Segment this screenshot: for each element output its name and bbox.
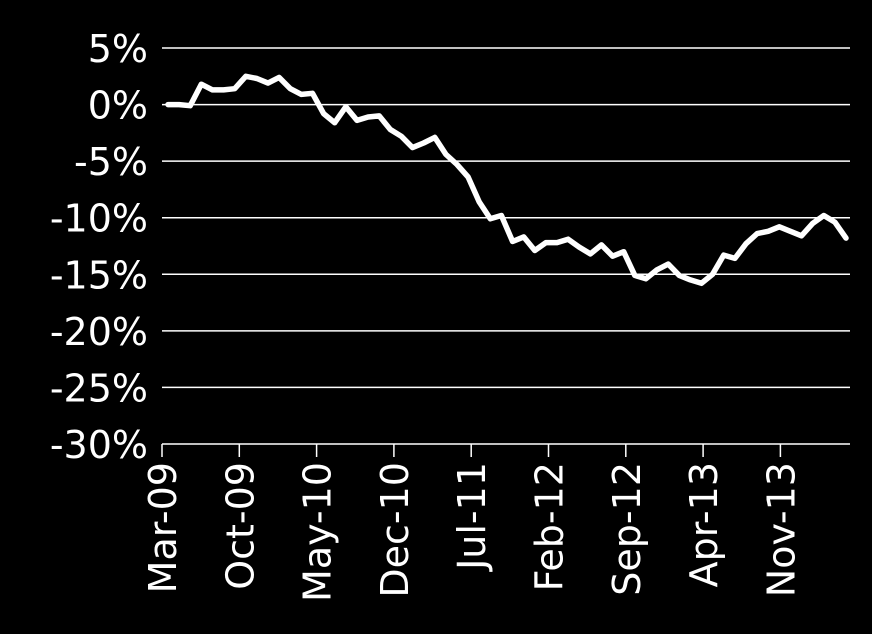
x-tick-label: Sep-12 [605,462,649,596]
x-tick-label: Feb-12 [528,462,572,591]
y-tick-label: 5% [88,27,148,71]
y-tick-label: -15% [50,253,148,297]
x-tick-label: Dec-10 [373,462,417,598]
x-tick-label: Mar-09 [141,462,185,593]
x-axis [161,443,850,457]
y-tick-label: -10% [50,197,148,241]
y-tick-label: -5% [74,140,148,184]
x-axis-tick-labels: Mar-09 Oct-09 May-10 Dec-10 Jul-11 Feb-12 Sep-… [141,462,803,602]
y-tick-label: -30% [50,423,148,467]
y-tick-label: -25% [50,366,148,410]
gridlines [162,47,850,389]
series-line [165,73,849,287]
y-tick-label: 0% [88,84,148,128]
x-tick-label: May-10 [296,462,340,602]
y-axis-tick-labels: 5% 0% -5% -10% -15% -20% -25% -30% [50,27,148,467]
x-tick-label: Jul-11 [450,462,494,572]
y-tick-label: -20% [50,310,148,354]
x-tick-label: Apr-13 [682,462,726,587]
series-layer [165,73,849,287]
x-tick-label: Nov-13 [759,462,803,597]
x-tick-label: Oct-09 [218,462,262,590]
